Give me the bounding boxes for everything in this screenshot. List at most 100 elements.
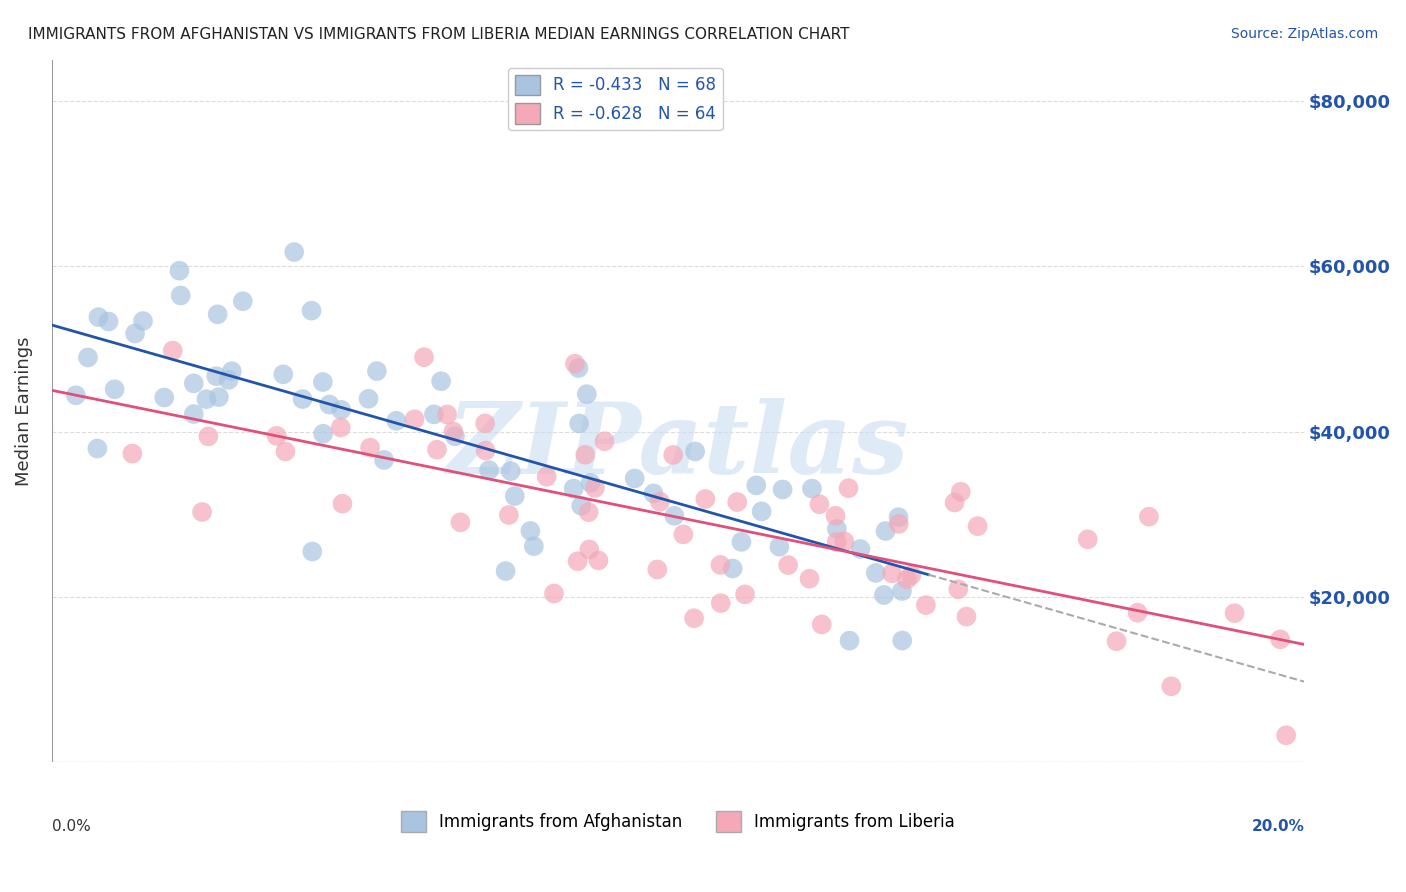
Point <box>890 584 912 599</box>
Point <box>519 524 541 538</box>
Point <box>523 539 546 553</box>
Point <box>721 561 744 575</box>
Point <box>810 617 832 632</box>
Point <box>121 446 143 460</box>
Point <box>232 294 254 309</box>
Point <box>751 504 773 518</box>
Point <box>623 471 645 485</box>
Point <box>578 505 600 519</box>
Text: 0.0%: 0.0% <box>52 819 90 834</box>
Point <box>880 566 903 581</box>
Point <box>312 375 335 389</box>
Point <box>197 429 219 443</box>
Legend: R = -0.433   N = 68, R = -0.628   N = 64: R = -0.433 N = 68, R = -0.628 N = 64 <box>508 68 723 130</box>
Point <box>849 541 872 556</box>
Point <box>799 572 821 586</box>
Point <box>426 442 449 457</box>
Point <box>887 516 910 531</box>
Point <box>441 425 464 439</box>
Point <box>195 392 218 406</box>
Point <box>583 481 606 495</box>
Point <box>1160 679 1182 693</box>
Point <box>695 491 717 506</box>
Point <box>1105 634 1128 648</box>
Point <box>65 388 87 402</box>
Point <box>423 407 446 421</box>
Point <box>710 596 733 610</box>
Point <box>948 582 970 597</box>
Point <box>330 402 353 417</box>
Point <box>567 361 589 376</box>
Point <box>579 475 602 490</box>
Point <box>404 412 426 426</box>
Point <box>832 534 855 549</box>
Text: IMMIGRANTS FROM AFGHANISTAN VS IMMIGRANTS FROM LIBERIA MEDIAN EARNINGS CORRELATI: IMMIGRANTS FROM AFGHANISTAN VS IMMIGRANT… <box>28 27 849 42</box>
Point <box>495 564 517 578</box>
Point <box>955 609 977 624</box>
Point <box>170 288 193 302</box>
Point <box>647 562 669 576</box>
Point <box>132 314 155 328</box>
Point <box>77 351 100 365</box>
Point <box>183 376 205 391</box>
Point <box>887 510 910 524</box>
Point <box>385 414 408 428</box>
Text: 20.0%: 20.0% <box>1251 819 1305 834</box>
Point <box>1126 606 1149 620</box>
Point <box>734 587 756 601</box>
Point <box>1077 533 1099 547</box>
Point <box>643 486 665 500</box>
Point <box>478 463 501 477</box>
Point <box>778 558 800 572</box>
Point <box>825 522 848 536</box>
Point <box>436 408 458 422</box>
Point <box>218 373 240 387</box>
Point <box>824 508 846 523</box>
Point <box>574 448 596 462</box>
Point <box>865 566 887 580</box>
Point <box>536 469 558 483</box>
Point <box>274 444 297 458</box>
Point <box>875 524 897 538</box>
Point <box>648 494 671 508</box>
Point <box>808 497 831 511</box>
Point <box>543 586 565 600</box>
Point <box>915 598 938 612</box>
Point <box>564 357 586 371</box>
Point <box>838 481 860 495</box>
Point <box>332 497 354 511</box>
Point <box>301 544 323 558</box>
Point <box>966 519 988 533</box>
Point <box>357 392 380 406</box>
Point <box>301 303 323 318</box>
Point <box>329 420 352 434</box>
Point <box>943 495 966 509</box>
Point <box>266 429 288 443</box>
Point <box>474 417 496 431</box>
Point <box>593 434 616 449</box>
Point <box>745 478 768 492</box>
Point <box>768 540 790 554</box>
Point <box>891 633 914 648</box>
Point <box>474 443 496 458</box>
Point <box>207 307 229 321</box>
Point <box>662 448 685 462</box>
Point <box>578 542 600 557</box>
Point <box>503 489 526 503</box>
Y-axis label: Median Earnings: Median Earnings <box>15 336 32 486</box>
Point <box>569 499 592 513</box>
Point <box>162 343 184 358</box>
Point <box>191 505 214 519</box>
Point <box>283 245 305 260</box>
Point <box>413 350 436 364</box>
Point <box>87 310 110 324</box>
Point <box>318 398 340 412</box>
Point <box>896 572 918 586</box>
Point <box>900 568 922 582</box>
Point <box>568 417 591 431</box>
Point <box>1270 632 1292 647</box>
Point <box>575 387 598 401</box>
Point <box>949 484 972 499</box>
Point <box>86 442 108 456</box>
Text: ZIPatlas: ZIPatlas <box>447 398 910 494</box>
